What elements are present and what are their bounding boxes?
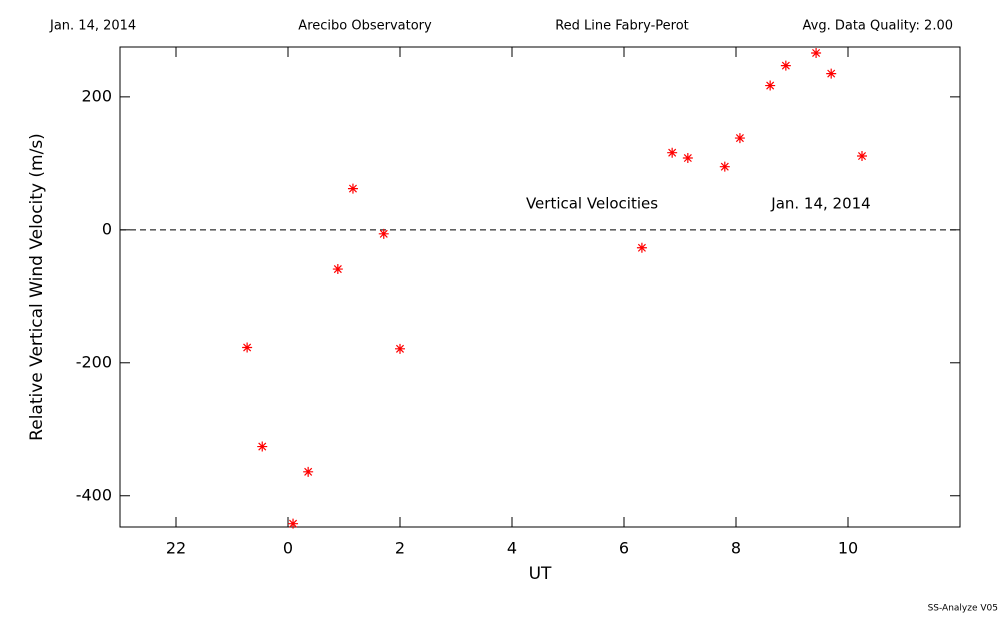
data-point xyxy=(734,133,745,144)
data-point xyxy=(303,466,314,477)
data-point xyxy=(378,228,389,239)
data-point xyxy=(257,441,268,452)
x-tick-label: 10 xyxy=(838,539,858,558)
data-point xyxy=(857,151,867,162)
header-date: Jan. 14, 2014 xyxy=(49,19,136,34)
data-point xyxy=(288,518,299,529)
x-tick-label: 22 xyxy=(166,539,186,558)
x-axis-label: UT xyxy=(529,564,552,584)
data-point xyxy=(765,80,776,91)
annotation: Vertical Velocities xyxy=(526,195,658,213)
data-point xyxy=(347,183,358,194)
y-tick-label: -200 xyxy=(76,352,112,371)
x-tick-label: 2 xyxy=(395,539,405,558)
annotation: Jan. 14, 2014 xyxy=(770,195,870,213)
x-tick-label: 6 xyxy=(619,539,629,558)
data-point xyxy=(395,343,405,354)
y-axis-label: Relative Vertical Wind Velocity (m/s) xyxy=(27,133,47,441)
plot-frame xyxy=(119,46,961,528)
data-point xyxy=(811,47,822,58)
data-point xyxy=(719,161,730,172)
header-instrument: Red Line Fabry-Perot xyxy=(555,19,689,34)
data-point xyxy=(242,342,253,353)
y-tick-label: -400 xyxy=(76,485,112,504)
y-tick-label: 200 xyxy=(81,86,112,105)
data-point xyxy=(667,147,678,158)
data-point xyxy=(636,242,647,253)
x-tick-label: 4 xyxy=(507,539,517,558)
data-point xyxy=(780,60,791,71)
x-tick-label: 8 xyxy=(731,539,741,558)
x-tick-label: 0 xyxy=(283,539,293,558)
header-site: Arecibo Observatory xyxy=(298,19,432,34)
data-point xyxy=(826,68,837,79)
y-tick-label: 0 xyxy=(102,219,112,238)
header-quality: Avg. Data Quality: 2.00 xyxy=(803,19,953,34)
data-point xyxy=(682,153,693,164)
footer: SS-Analyze V05 xyxy=(928,604,998,614)
data-point xyxy=(332,264,343,275)
